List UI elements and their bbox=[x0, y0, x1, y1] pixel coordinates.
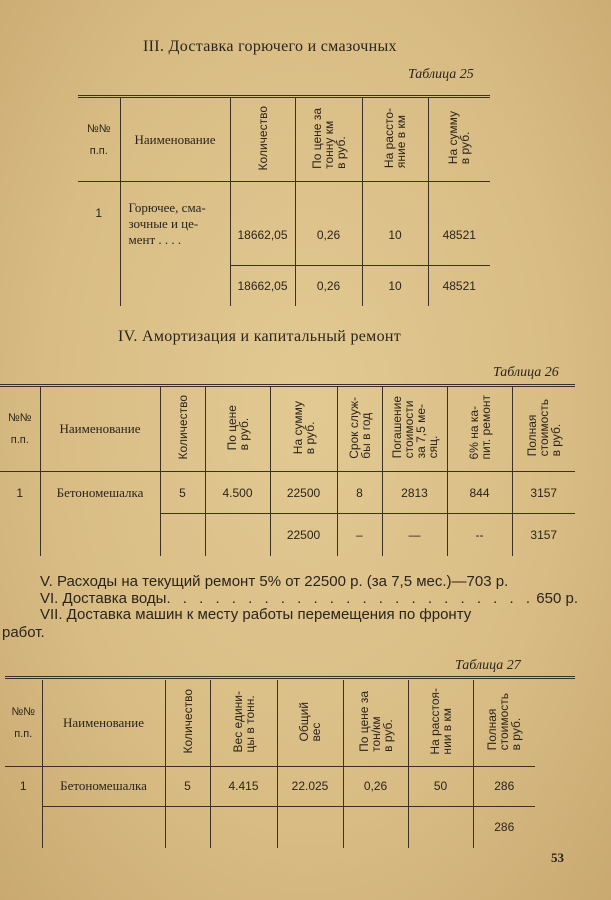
table-row: 1 Горючее, сма- зочные и це- мент . . . … bbox=[78, 181, 490, 266]
table-row: 1 Бетономешалка 5 4.415 22.025 0,26 50 2… bbox=[5, 766, 535, 806]
table-25-label: Таблица 25 bbox=[408, 67, 474, 82]
total-name bbox=[119, 265, 230, 306]
header-total-weight: Общий вес bbox=[276, 680, 343, 766]
header-distance: На расстоя- нии в км bbox=[407, 680, 473, 766]
cell-quantity: 5 bbox=[164, 766, 210, 806]
header-sum: На сумму в руб. bbox=[269, 385, 337, 472]
cell-total-cost: 3157 bbox=[511, 471, 575, 514]
total-distance bbox=[407, 805, 473, 848]
header-name: Наименование bbox=[41, 680, 165, 766]
total-row: 22500 – — -- 3157 bbox=[0, 513, 575, 556]
table-26-label: Таблица 26 bbox=[493, 365, 559, 380]
header-quantity: Количество bbox=[164, 680, 210, 766]
dot-leader: . . . . . . . . . . . . . . . . . . . . … bbox=[166, 590, 536, 607]
total-quantity bbox=[164, 805, 210, 848]
header-capital-repair: 6% на ка- пит. ремонт bbox=[446, 385, 512, 472]
paragraph-7-continuation: работ. bbox=[2, 624, 45, 641]
total-service-life: – bbox=[336, 513, 382, 556]
table-27-label: Таблица 27 bbox=[455, 658, 521, 673]
header-service-life: Срок служ- бы в год bbox=[336, 385, 382, 472]
total-price: 0,26 bbox=[294, 265, 362, 306]
total-name bbox=[39, 513, 160, 556]
total-total-weight bbox=[276, 805, 343, 848]
total-sum: 22500 bbox=[269, 513, 337, 556]
total-quantity bbox=[159, 513, 205, 556]
page-number: 53 bbox=[551, 850, 564, 865]
total-price bbox=[342, 805, 408, 848]
paragraph-5: V. Расходы на текущий ремонт 5% от 22500… bbox=[40, 573, 509, 590]
total-price bbox=[204, 513, 270, 556]
header-price: По цене за тонну км в руб. bbox=[294, 96, 362, 182]
header-price: По цене за тон/км в руб. bbox=[342, 680, 408, 766]
cell-price: 4.500 bbox=[204, 471, 270, 514]
header-number: №№ п.п. bbox=[7, 412, 32, 446]
total-name bbox=[41, 805, 165, 848]
cell-name: Бетономешалка bbox=[39, 471, 160, 514]
section-4-title: IV. Амортизация и капитальный ремонт bbox=[118, 328, 402, 345]
total-row: 286 bbox=[5, 805, 535, 848]
cell-unit-weight: 4.415 bbox=[209, 766, 277, 806]
total-total-cost: 3157 bbox=[511, 513, 575, 556]
cell-number: 1 bbox=[95, 206, 103, 220]
total-number bbox=[5, 806, 42, 848]
total-capital-repair: -- bbox=[446, 513, 512, 556]
header-sum: На сумму в руб. bbox=[427, 96, 490, 182]
header-number: №№ п.п. bbox=[11, 705, 36, 740]
total-repayment: — bbox=[381, 513, 447, 556]
cell-total-cost: 286 bbox=[472, 766, 535, 806]
cell-number: 1 bbox=[19, 779, 27, 794]
paragraph-6-value: 650 р. bbox=[536, 590, 578, 607]
cell-price: 0,26 bbox=[342, 766, 408, 806]
header-repayment: Погашение стоимости за 7,5 ме- сяц. bbox=[381, 385, 447, 472]
cell-capital-repair: 844 bbox=[446, 471, 512, 514]
cell-repayment: 2813 bbox=[381, 471, 447, 514]
table-27: №№ п.п. Наименование Количество Вес един… bbox=[5, 680, 535, 848]
header-number: №№ п.п. bbox=[86, 122, 111, 157]
cell-total-weight: 22.025 bbox=[276, 766, 343, 806]
section-3-title: III. Доставка горючего и смазочных bbox=[143, 38, 397, 55]
cell-distance: 50 bbox=[407, 766, 473, 806]
total-unit-weight bbox=[209, 805, 277, 848]
total-row: 18662,05 0,26 10 48521 bbox=[78, 265, 490, 306]
paragraph-6: VI. Доставка воды . . . . . . . . . . . … bbox=[40, 590, 578, 608]
total-number bbox=[0, 514, 40, 556]
cell-price: 0,26 bbox=[294, 181, 362, 266]
header-quantity: Количество bbox=[229, 96, 295, 182]
cell-number: 1 bbox=[16, 485, 24, 500]
cell-sum: 48521 bbox=[427, 181, 490, 266]
cell-distance: 10 bbox=[361, 181, 428, 266]
cell-name: Горючее, сма- зочные и це- мент . . . . bbox=[119, 181, 230, 266]
header-unit-weight: Вес едини- цы в тонн. bbox=[209, 680, 277, 766]
header-total-cost: Полная стоимость в руб. bbox=[472, 680, 535, 766]
total-quantity: 18662,05 bbox=[229, 265, 295, 306]
cell-quantity: 18662,05 bbox=[229, 181, 295, 266]
total-distance: 10 bbox=[361, 265, 428, 306]
table-27-top-rule bbox=[5, 676, 575, 679]
cell-quantity: 5 bbox=[159, 471, 205, 514]
cell-name: Бетономешалка bbox=[41, 766, 165, 806]
header-distance: На рассто- яние в км bbox=[361, 96, 428, 182]
total-number bbox=[78, 266, 120, 306]
header-name: Наименование bbox=[119, 96, 230, 182]
table-row: 1 Бетономешалка 5 4.500 22500 8 2813 844… bbox=[0, 471, 575, 514]
table-26: №№ п.п. Наименование Количество По цене … bbox=[0, 384, 575, 556]
total-sum: 48521 bbox=[427, 265, 490, 306]
header-quantity: Количество bbox=[159, 385, 205, 472]
table-25: №№ п.п. Наименование Количество По цене … bbox=[78, 95, 490, 306]
total-total-cost: 286 bbox=[472, 805, 535, 848]
cell-service-life: 8 bbox=[336, 471, 382, 514]
header-price: По цене в руб. bbox=[204, 385, 270, 472]
paragraph-7: VII. Доставка машин к месту работы перем… bbox=[40, 606, 472, 623]
paragraph-6-label: VI. Доставка воды bbox=[40, 590, 167, 607]
cell-sum: 22500 bbox=[269, 471, 337, 514]
header-total-cost: Полная стоимость в руб. bbox=[511, 385, 575, 472]
header-name: Наименование bbox=[39, 385, 160, 472]
